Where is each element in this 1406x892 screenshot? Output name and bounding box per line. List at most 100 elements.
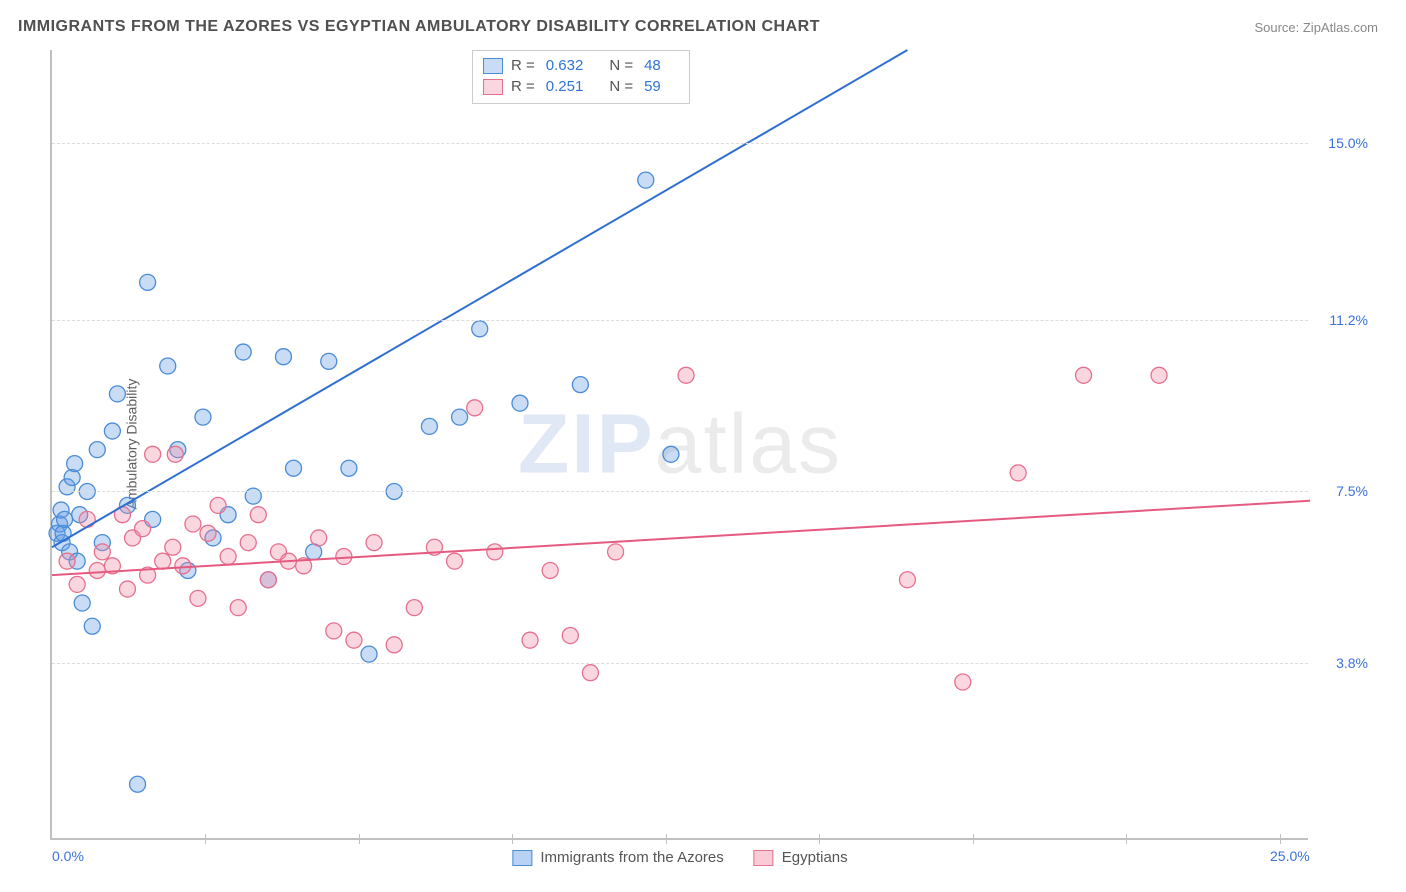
- data-point: [467, 400, 483, 416]
- y-tick-label: 11.2%: [1314, 312, 1368, 328]
- swatch-azores-bottom: [512, 850, 532, 866]
- data-point: [135, 521, 151, 537]
- regression-line: [52, 501, 1310, 575]
- data-point: [361, 646, 377, 662]
- data-point: [562, 628, 578, 644]
- gridline-h: [52, 320, 1308, 321]
- source-label: Source: ZipAtlas.com: [1254, 20, 1378, 35]
- r-value-azores: 0.632: [546, 57, 584, 74]
- data-point: [638, 172, 654, 188]
- data-point: [286, 460, 302, 476]
- data-point: [955, 674, 971, 690]
- n-value-egyptians: 59: [644, 78, 661, 95]
- x-tick-label: 0.0%: [52, 848, 84, 864]
- r-label: R =: [511, 78, 535, 95]
- legend-label-egyptians: Egyptians: [782, 849, 848, 866]
- legend-label-azores: Immigrants from the Azores: [540, 849, 723, 866]
- data-point: [421, 418, 437, 434]
- y-tick-label: 3.8%: [1314, 655, 1368, 671]
- data-point: [220, 549, 236, 565]
- data-point: [175, 558, 191, 574]
- swatch-azores: [483, 58, 503, 74]
- swatch-egyptians: [483, 79, 503, 95]
- x-tick-mark: [819, 834, 820, 844]
- data-point: [1076, 367, 1092, 383]
- data-point: [341, 460, 357, 476]
- data-point: [195, 409, 211, 425]
- data-point: [240, 535, 256, 551]
- data-point: [899, 572, 915, 588]
- data-point: [130, 776, 146, 792]
- data-point: [386, 637, 402, 653]
- series-legend: Immigrants from the Azores Egyptians: [512, 849, 847, 866]
- data-point: [155, 553, 171, 569]
- x-tick-mark: [973, 834, 974, 844]
- data-point: [346, 632, 362, 648]
- data-point: [1151, 367, 1167, 383]
- data-point: [235, 344, 251, 360]
- data-point: [64, 470, 80, 486]
- data-point: [185, 516, 201, 532]
- data-point: [512, 395, 528, 411]
- data-point: [336, 549, 352, 565]
- y-tick-label: 7.5%: [1314, 483, 1368, 499]
- data-point: [89, 442, 105, 458]
- data-point: [165, 539, 181, 555]
- data-point: [210, 497, 226, 513]
- data-point: [79, 511, 95, 527]
- data-point: [104, 423, 120, 439]
- data-point: [572, 377, 588, 393]
- data-point: [260, 572, 276, 588]
- chart-title: IMMIGRANTS FROM THE AZORES VS EGYPTIAN A…: [18, 18, 820, 36]
- data-point: [94, 544, 110, 560]
- data-point: [663, 446, 679, 462]
- n-value-azores: 48: [644, 57, 661, 74]
- data-point: [678, 367, 694, 383]
- gridline-h: [52, 491, 1308, 492]
- x-tick-mark: [359, 834, 360, 844]
- chart-area: Ambulatory Disability ZIPatlas R = 0.632…: [50, 50, 1308, 840]
- data-point: [84, 618, 100, 634]
- x-tick-mark: [512, 834, 513, 844]
- data-point: [406, 600, 422, 616]
- data-point: [487, 544, 503, 560]
- y-tick-label: 15.0%: [1314, 135, 1368, 151]
- legend-item-egyptians: Egyptians: [754, 849, 848, 866]
- data-point: [275, 349, 291, 365]
- data-point: [452, 409, 468, 425]
- data-point: [608, 544, 624, 560]
- data-point: [472, 321, 488, 337]
- correlation-legend: R = 0.632 N = 48 R = 0.251 N = 59: [472, 50, 690, 104]
- data-point: [366, 535, 382, 551]
- data-point: [167, 446, 183, 462]
- data-point: [59, 553, 75, 569]
- data-point: [67, 456, 83, 472]
- gridline-h: [52, 143, 1308, 144]
- data-point: [109, 386, 125, 402]
- scatter-plot-svg: [52, 50, 1308, 838]
- data-point: [140, 274, 156, 290]
- data-point: [200, 525, 216, 541]
- data-point: [69, 576, 85, 592]
- data-point: [311, 530, 327, 546]
- data-point: [326, 623, 342, 639]
- data-point: [119, 581, 135, 597]
- legend-row-azores: R = 0.632 N = 48: [483, 55, 679, 76]
- x-tick-mark: [666, 834, 667, 844]
- data-point: [160, 358, 176, 374]
- data-point: [230, 600, 246, 616]
- data-point: [321, 353, 337, 369]
- r-label: R =: [511, 57, 535, 74]
- data-point: [190, 590, 206, 606]
- data-point: [145, 446, 161, 462]
- r-value-egyptians: 0.251: [546, 78, 584, 95]
- legend-item-azores: Immigrants from the Azores: [512, 849, 723, 866]
- x-tick-label: 25.0%: [1270, 848, 1310, 864]
- x-tick-mark: [1280, 834, 1281, 844]
- data-point: [74, 595, 90, 611]
- gridline-h: [52, 663, 1308, 664]
- data-point: [89, 562, 105, 578]
- data-point: [1010, 465, 1026, 481]
- data-point: [447, 553, 463, 569]
- data-point: [250, 507, 266, 523]
